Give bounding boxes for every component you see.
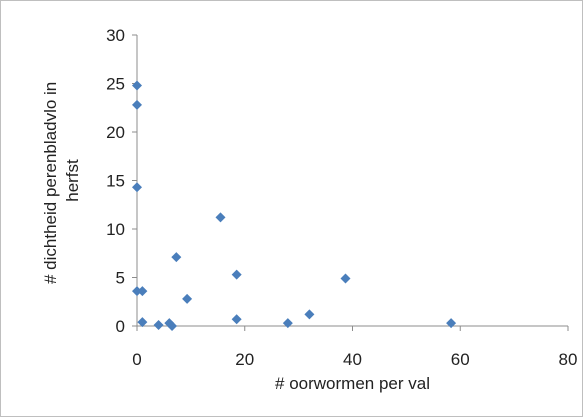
data-point bbox=[132, 286, 142, 297]
data-points bbox=[132, 80, 457, 331]
y-tick-label: 30 bbox=[106, 26, 125, 45]
data-point bbox=[446, 318, 457, 329]
data-point bbox=[137, 286, 148, 297]
data-point bbox=[171, 252, 182, 263]
y-tick-labels: 0 5 10 15 20 25 30 bbox=[106, 26, 137, 336]
x-tick-labels: 0 20 40 60 80 bbox=[132, 326, 577, 369]
x-tick-label: 20 bbox=[235, 350, 254, 369]
data-point bbox=[282, 318, 293, 329]
data-point bbox=[153, 320, 164, 331]
y-axis-title-line-2: herfst bbox=[63, 159, 82, 202]
data-point bbox=[167, 321, 178, 331]
y-axis-title: # dichtheid perenbladvlo in herfst bbox=[41, 77, 82, 284]
x-tick-label: 40 bbox=[343, 350, 362, 369]
data-point bbox=[340, 273, 351, 284]
x-tick-label: 80 bbox=[559, 350, 578, 369]
y-tick-label: 5 bbox=[116, 269, 125, 288]
data-point bbox=[215, 212, 226, 223]
x-tick-label: 60 bbox=[451, 350, 470, 369]
data-point bbox=[182, 293, 193, 304]
data-point bbox=[132, 80, 142, 91]
data-point bbox=[231, 314, 242, 325]
y-tick-label: 20 bbox=[106, 123, 125, 142]
y-tick-label: 0 bbox=[116, 317, 125, 336]
y-tick-label: 10 bbox=[106, 220, 125, 239]
y-tick-label: 15 bbox=[106, 172, 125, 191]
x-tick-label: 0 bbox=[132, 350, 141, 369]
data-point bbox=[132, 182, 142, 193]
y-tick-label: 25 bbox=[106, 75, 125, 94]
y-axis-title-line-1: # dichtheid perenbladvlo in bbox=[41, 82, 60, 284]
data-point bbox=[304, 309, 315, 320]
data-point bbox=[137, 317, 148, 328]
data-point bbox=[231, 269, 242, 280]
data-point bbox=[132, 99, 142, 110]
x-axis-title: # oorwormen per val bbox=[275, 374, 430, 393]
